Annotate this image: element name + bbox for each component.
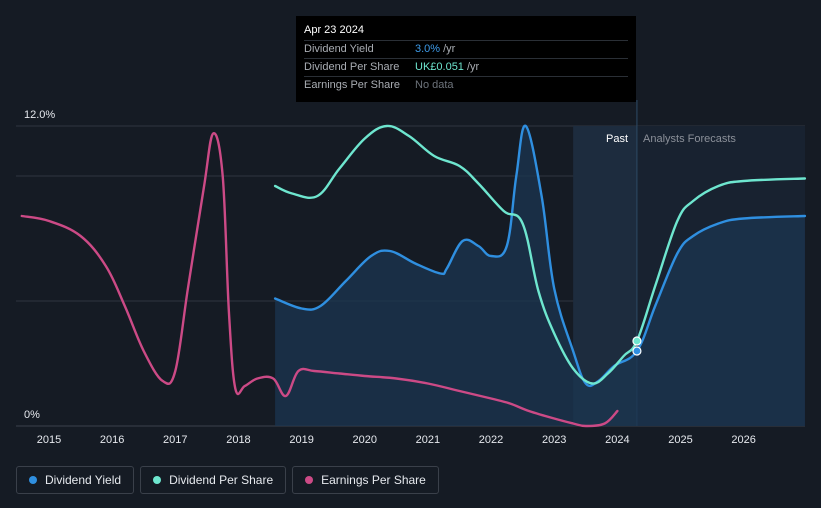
tooltip-row-dividend-per-share: Dividend Per Share UK£0.051 /yr (304, 58, 628, 76)
tooltip-label: Earnings Per Share (304, 79, 400, 91)
x-tick-label: 2021 (416, 434, 440, 446)
x-tick-label: 2018 (226, 434, 250, 446)
series-area-dividend-yield (275, 125, 805, 427)
x-tick-label: 2020 (353, 434, 377, 446)
x-tick-label: 2015 (37, 434, 61, 446)
legend: Dividend Yield Dividend Per Share Earnin… (16, 466, 445, 494)
series-line-dividend-per-share (273, 124, 807, 385)
tooltip-value: UK£0.051 (415, 61, 464, 73)
tooltip-label: Dividend Yield (304, 43, 374, 55)
area-fills (275, 125, 805, 427)
x-tick-label: 2022 (479, 434, 503, 446)
legend-swatch (29, 476, 37, 484)
x-tick-label: 2016 (100, 434, 124, 446)
legend-item-dividend-yield[interactable]: Dividend Yield (16, 466, 135, 494)
tooltip-unit: /yr (443, 43, 456, 55)
tooltip-unit: /yr (466, 61, 480, 73)
tooltip: Apr 23 2024 Dividend Yield 3.0% /yr Divi… (296, 16, 636, 102)
y-tick-label: 12.0% (24, 109, 55, 121)
past-label: Past (606, 133, 628, 145)
legend-swatch (305, 476, 314, 484)
x-tick-label: 2023 (542, 434, 566, 446)
tooltip-label: Dividend Per Share (304, 61, 400, 73)
legend-label: Dividend Per Share (169, 473, 274, 487)
marker-dividend-yield (632, 346, 642, 356)
x-tick-label: 2026 (731, 434, 755, 446)
forecast-label: Analysts Forecasts (643, 133, 736, 145)
tooltip-row-earnings-per-share: Earnings Per Share No data (304, 76, 628, 94)
x-tick-label: 2019 (289, 434, 313, 446)
tooltip-row-dividend-yield: Dividend Yield 3.0% /yr (304, 40, 628, 58)
legend-label: Dividend Yield (45, 473, 122, 487)
legend-label: Earnings Per Share (321, 473, 426, 487)
series-line-dividend-yield (273, 124, 807, 388)
series-line-earnings-per-share (20, 132, 619, 428)
tooltip-value: 3.0% (415, 43, 441, 55)
legend-item-dividend-per-share[interactable]: Dividend Per Share (140, 466, 287, 494)
axis-labels: 2015 2016 2017 2018 2019 2020 2021 2022 2023 2024… (24, 109, 756, 446)
legend-swatch (153, 476, 162, 484)
series-markers (632, 336, 642, 356)
legend-item-earnings-per-share[interactable]: Earnings Per Share (292, 466, 439, 494)
x-tick-label: 2017 (163, 434, 187, 446)
x-tick-label: 2024 (605, 434, 629, 446)
tooltip-value: No data (415, 79, 454, 91)
series-lines (20, 124, 807, 428)
x-tick-label: 2025 (668, 434, 692, 446)
y-tick-label: 0% (24, 409, 40, 421)
tooltip-date: Apr 23 2024 (304, 24, 364, 36)
marker-dividend-per-share (632, 336, 642, 346)
